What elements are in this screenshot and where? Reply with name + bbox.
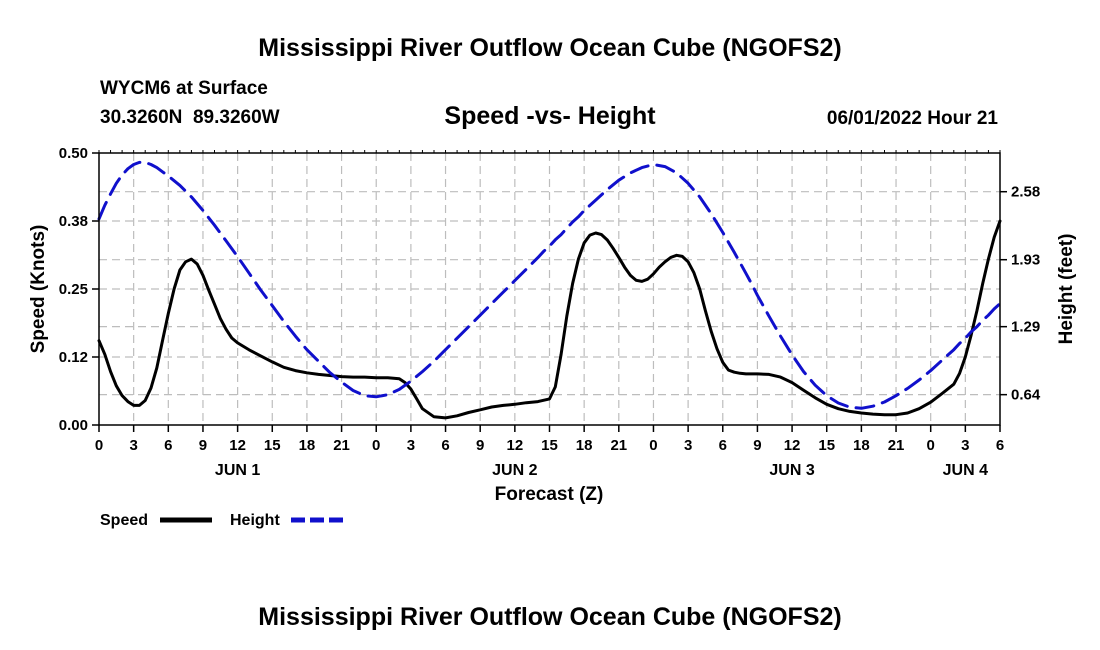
x-tick-label: 3: [407, 437, 415, 454]
y-left-tick-label: 0.25: [59, 281, 88, 298]
x-tick-label: 18: [576, 437, 593, 454]
x-tick-label: 6: [441, 437, 449, 454]
y-right-tick-label: 2.58: [1011, 184, 1040, 201]
x-tick-label: 0: [372, 437, 380, 454]
y-left-tick-label: 0.38: [59, 213, 88, 230]
day-label: JUN 2: [492, 462, 537, 479]
series-height-line: [97, 160, 1002, 410]
legend-label-speed: Speed: [100, 512, 148, 529]
chart-subtitle: Speed -vs- Height: [444, 102, 656, 130]
plot-series: [97, 160, 1002, 420]
x-tick-label: 0: [95, 437, 103, 454]
y-left-tick-label: 0.50: [59, 145, 88, 162]
day-label: JUN 1: [215, 462, 260, 479]
date-label: 06/01/2022 Hour 21: [827, 108, 999, 129]
x-tick-label: 9: [753, 437, 761, 454]
y-left-tick-label: 0.00: [59, 417, 88, 434]
y-left-tick-label: 0.12: [59, 349, 88, 366]
footer-title: Mississippi River Outflow Ocean Cube (NG…: [258, 603, 841, 631]
x-tick-label: 3: [129, 437, 137, 454]
x-axis-label: Forecast (Z): [495, 484, 604, 505]
y-right-tick-label: 1.29: [1011, 319, 1040, 336]
x-tick-label: 18: [299, 437, 316, 454]
x-tick-label: 6: [719, 437, 727, 454]
x-tick-label: 12: [507, 437, 524, 454]
x-tick-label: 21: [888, 437, 905, 454]
chart-title: Mississippi River Outflow Ocean Cube (NG…: [258, 34, 841, 62]
x-tick-label: 18: [853, 437, 870, 454]
y-axis-left-label: Speed (Knots): [28, 225, 49, 354]
x-tick-label: 3: [684, 437, 692, 454]
x-tick-label: 12: [784, 437, 801, 454]
x-tick-label: 15: [818, 437, 835, 454]
day-label: JUN 3: [769, 462, 814, 479]
x-tick-label: 15: [264, 437, 281, 454]
x-tick-label: 9: [476, 437, 484, 454]
grid: [99, 153, 1000, 425]
x-tick-label: 3: [961, 437, 969, 454]
axes: 0 3 6 9 12 15 18 21 0 3 6 9 12 15 18 21 0 3 6 9 12 15 18 21 0 3 6J…: [59, 145, 1041, 479]
legend: Speed Height: [100, 512, 343, 529]
station-label: WYCM6 at Surface: [100, 78, 268, 99]
y-axis-right-label: Height (feet): [1056, 234, 1077, 345]
x-tick-label: 0: [927, 437, 935, 454]
x-tick-label: 6: [164, 437, 172, 454]
x-tick-label: 0: [649, 437, 657, 454]
legend-label-height: Height: [230, 512, 280, 529]
series-speed-line: [97, 219, 1002, 420]
y-right-tick-label: 0.64: [1011, 387, 1041, 404]
x-tick-label: 12: [229, 437, 246, 454]
y-right-tick-label: 1.93: [1011, 252, 1040, 269]
x-tick-label: 15: [541, 437, 558, 454]
x-tick-label: 21: [610, 437, 627, 454]
coords-label: 30.3260N 89.3260W: [100, 107, 280, 128]
x-tick-label: 21: [333, 437, 350, 454]
day-label: JUN 4: [943, 462, 988, 479]
x-tick-label: 6: [996, 437, 1004, 454]
x-tick-label: 9: [199, 437, 207, 454]
